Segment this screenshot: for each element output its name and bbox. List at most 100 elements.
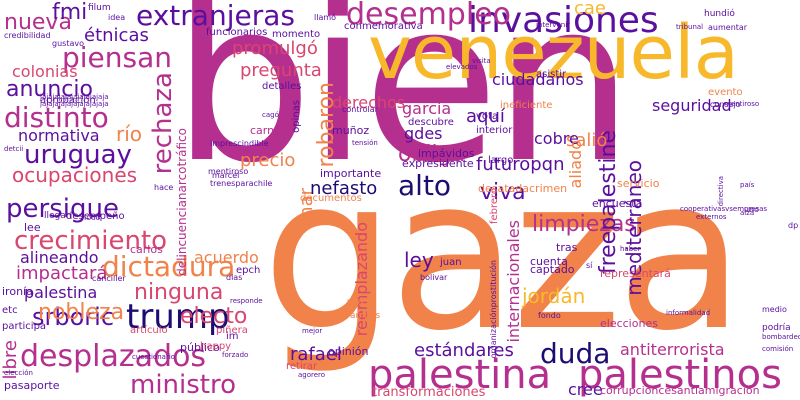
word: tensión (352, 139, 378, 147)
word: elevados (446, 63, 478, 71)
word: étnicas (84, 25, 149, 46)
word: forzado (222, 351, 249, 359)
word: importante (320, 167, 382, 180)
word: cobre (534, 129, 579, 148)
word: vota (476, 111, 499, 122)
word: trump (126, 297, 230, 337)
word: distinto (4, 101, 109, 134)
word: gdes (404, 124, 443, 143)
word: consejo (710, 100, 741, 109)
word: viva (480, 180, 526, 205)
word: fondo (538, 311, 561, 320)
word: participa (2, 321, 47, 332)
word: carné (250, 124, 281, 137)
word: hace (154, 183, 174, 192)
word: cae (574, 0, 607, 19)
word: aliado (566, 140, 585, 189)
word: detcii (4, 145, 24, 153)
word: representará (600, 267, 671, 280)
word: servicio (617, 177, 660, 190)
word: ambos (350, 311, 381, 321)
word: bolivar (420, 273, 448, 282)
word: informalidad (666, 309, 711, 317)
word: transformaciones (372, 385, 486, 400)
word: fmi (52, 0, 88, 25)
word: aprobación (40, 95, 96, 106)
word: venezuela (368, 10, 739, 96)
word: sí (586, 261, 593, 270)
word: juan (440, 257, 462, 268)
word: directiva (717, 176, 725, 207)
word: expresidente (402, 157, 474, 170)
word: desempleo (346, 0, 511, 32)
word: idea (108, 13, 126, 22)
word: loco (84, 213, 101, 222)
word: bien (172, 0, 634, 212)
word: nobleza (38, 300, 125, 325)
word: llamó (314, 13, 337, 22)
word: mejor (302, 327, 323, 335)
word: ley (404, 248, 434, 272)
word: promulgó (232, 38, 318, 59)
word: epch (236, 265, 261, 276)
word: descubre (408, 117, 454, 128)
word: comisión (762, 345, 794, 353)
word: rechaza (148, 72, 178, 175)
word: gustavo (52, 39, 84, 48)
word: palestina (368, 352, 552, 398)
word: documentos (300, 193, 362, 204)
word: río (116, 122, 143, 146)
word: invasiones (468, 0, 659, 41)
word: marcel (212, 171, 240, 180)
word: canciller (92, 274, 126, 283)
word: aumentar (708, 23, 748, 32)
word: dictadura (102, 250, 236, 283)
word: captado (530, 263, 575, 276)
word: acá (346, 297, 364, 308)
word: visita (472, 57, 491, 65)
word: responde (230, 297, 263, 305)
word: jajajajajajajajajajaja (40, 93, 109, 101)
word: extranjeras (136, 0, 295, 32)
word: rafael (290, 344, 342, 365)
word: piensan (62, 41, 173, 74)
word: corrupcióncesantiamigración (600, 384, 760, 397)
word: interior (476, 125, 513, 136)
word: ineficiente (500, 100, 553, 111)
word: ciudadanos (492, 70, 584, 89)
word: evento (708, 87, 743, 98)
word: mentiroso (724, 100, 760, 108)
word: trenesparachile (210, 179, 273, 188)
word: cooperativasvsempresas (680, 205, 768, 213)
word: mentiroso (208, 167, 249, 176)
word: duda (540, 337, 611, 370)
word: intervenir (536, 21, 571, 29)
word: alto (398, 169, 452, 202)
word: etc (2, 305, 18, 316)
word: ironía (2, 285, 33, 298)
word: garcia (402, 99, 452, 118)
word: nueva (4, 10, 72, 35)
word: imprescindible (210, 139, 269, 148)
word: retirar (286, 361, 318, 372)
word: limpiezas (532, 212, 636, 237)
word: palestinos (578, 352, 782, 398)
word: país (740, 181, 755, 189)
word: futuropqn (476, 154, 565, 175)
word: controlar (342, 105, 378, 114)
word: filum (88, 3, 111, 13)
word: conmemorativa (344, 21, 423, 32)
word: hundió (704, 9, 735, 19)
word: lee (24, 221, 41, 234)
word: alza (740, 209, 755, 217)
word: público (180, 341, 220, 354)
word: funcionarios (206, 27, 268, 38)
word: muñoz (332, 124, 370, 137)
word: pregunta (240, 60, 322, 81)
word: antiterrorista (620, 340, 725, 359)
word: encuesta (592, 197, 643, 210)
word: srboric (32, 303, 115, 331)
word: palestina (24, 283, 98, 302)
